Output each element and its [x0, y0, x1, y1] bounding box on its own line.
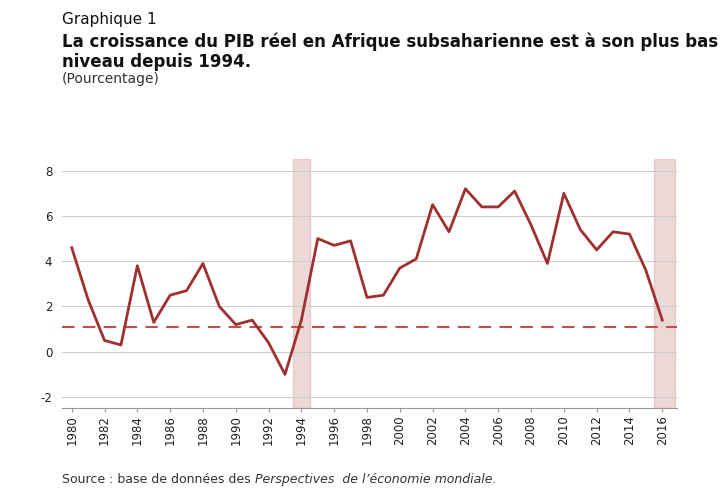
Text: .: .: [492, 473, 496, 486]
Text: Perspectives  de l’économie mondiale: Perspectives de l’économie mondiale: [255, 473, 492, 486]
Text: Source : base de données des: Source : base de données des: [62, 473, 255, 486]
Bar: [293, 159, 309, 408]
Text: 1,4: 1,4: [0, 497, 1, 498]
Text: Graphique 1: Graphique 1: [62, 12, 157, 27]
Text: (Pourcentage): (Pourcentage): [62, 72, 159, 86]
Text: La croissance du PIB réel en Afrique subsaharienne est à son plus bas: La croissance du PIB réel en Afrique sub…: [62, 32, 718, 51]
Text: niveau depuis 1994.: niveau depuis 1994.: [62, 53, 251, 71]
Bar: [654, 159, 676, 408]
